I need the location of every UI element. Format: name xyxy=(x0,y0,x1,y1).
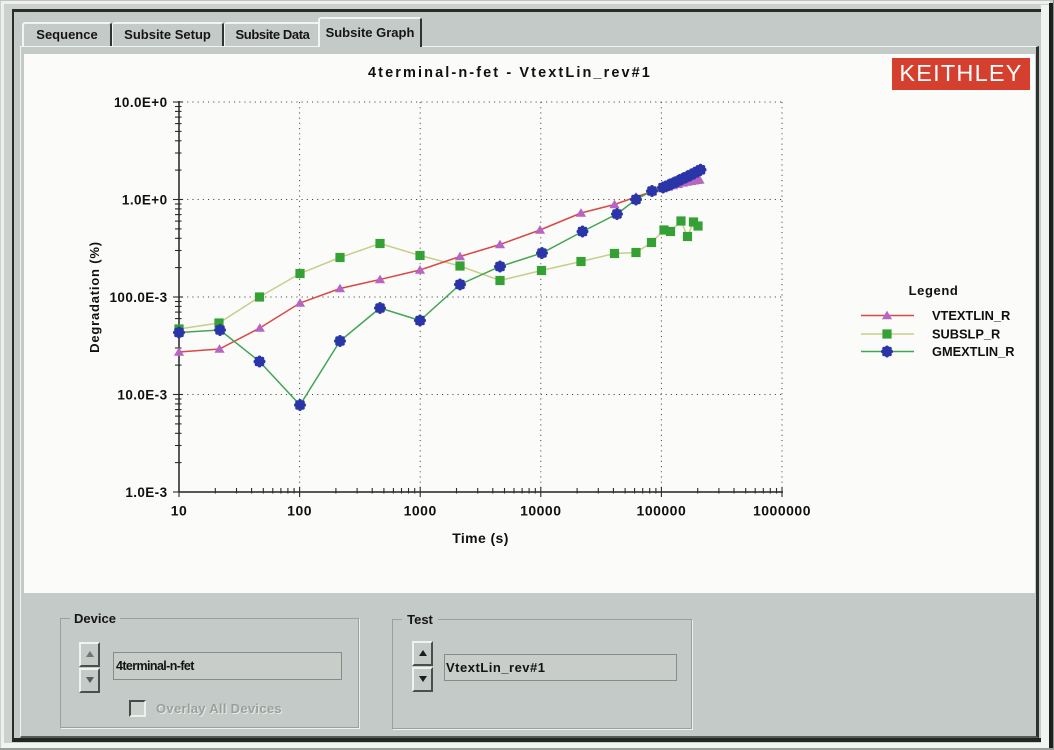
svg-text:100.0E-3: 100.0E-3 xyxy=(110,290,168,305)
svg-text:GMEXTLIN_R: GMEXTLIN_R xyxy=(932,344,1014,359)
svg-text:100000: 100000 xyxy=(637,503,687,519)
svg-text:10: 10 xyxy=(171,503,188,519)
svg-text:Legend: Legend xyxy=(909,283,959,298)
svg-text:1000: 1000 xyxy=(404,503,437,519)
svg-text:1.0E+0: 1.0E+0 xyxy=(122,193,168,208)
svg-text:SUBSLP_R: SUBSLP_R xyxy=(932,327,1000,342)
svg-text:1000000: 1000000 xyxy=(753,503,811,519)
svg-text:Degradation (%): Degradation (%) xyxy=(87,241,102,353)
svg-text:1.0E-3: 1.0E-3 xyxy=(125,485,167,500)
svg-text:Time (s): Time (s) xyxy=(452,530,509,546)
svg-text:VTEXTLIN_R: VTEXTLIN_R xyxy=(932,308,1010,323)
svg-text:10.0E+0: 10.0E+0 xyxy=(114,95,167,110)
svg-text:4terminal-n-fet - VtextLin_rev: 4terminal-n-fet - VtextLin_rev#1 xyxy=(368,65,652,81)
svg-text:10000: 10000 xyxy=(520,503,561,519)
svg-text:10.0E-3: 10.0E-3 xyxy=(117,388,167,403)
svg-text:100: 100 xyxy=(287,503,312,519)
